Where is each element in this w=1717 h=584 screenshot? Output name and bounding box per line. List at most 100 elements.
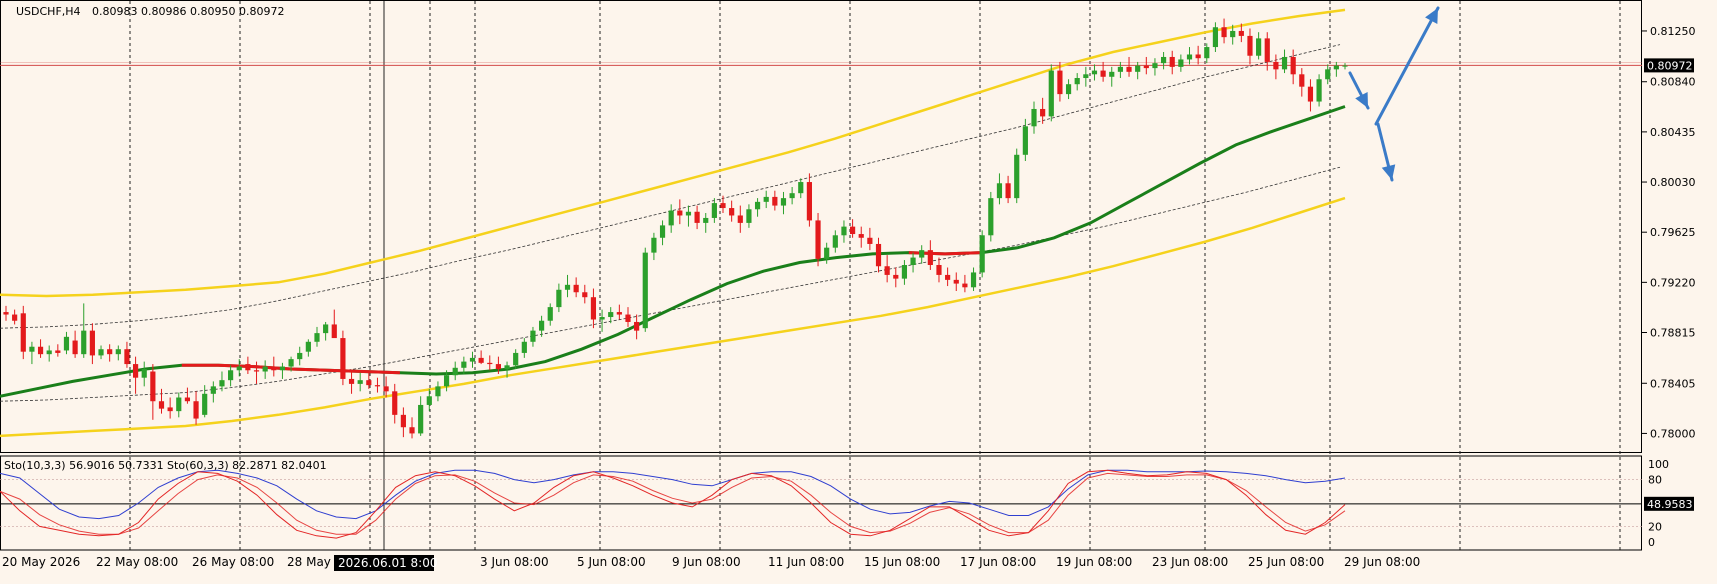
candle [29, 341, 35, 365]
stoch-label: Sto(10,3,3) 56.9016 50.7331 Sto(60,3,3) … [4, 459, 327, 472]
candle [184, 387, 191, 404]
candle-body [124, 349, 130, 365]
candle [37, 339, 44, 358]
price-tick-label: 0.80030 [1650, 176, 1696, 189]
candle-body [642, 252, 648, 329]
arrow-head [1381, 164, 1396, 180]
candle-body [228, 370, 234, 381]
candle [461, 356, 467, 374]
candle-body [806, 182, 812, 221]
candle [763, 190, 769, 209]
candle-body [513, 352, 519, 366]
candle-body [815, 220, 821, 259]
time-axis-label: 23 Jun 08:00 [1152, 555, 1228, 569]
candle [668, 204, 674, 233]
candle-body [253, 370, 260, 372]
candle-body [89, 330, 95, 356]
candle [288, 356, 294, 372]
candle [1212, 22, 1219, 53]
candle [271, 356, 277, 377]
stoch-tick-label: 0 [1648, 536, 1655, 549]
candle [875, 237, 882, 273]
candle-body [1057, 70, 1063, 95]
candle-body [20, 313, 26, 352]
candle-body [210, 386, 216, 394]
candle [806, 173, 812, 227]
candle-body [37, 346, 44, 355]
candle-body [469, 357, 476, 362]
candle-body [573, 284, 579, 293]
candle-body [1221, 27, 1227, 38]
candle-body [435, 386, 441, 397]
candle [703, 212, 709, 233]
candle-body [452, 367, 458, 376]
candle [711, 198, 717, 223]
candle-body [383, 386, 389, 392]
candle [469, 351, 476, 368]
candle-body [176, 397, 182, 412]
candle [3, 305, 9, 321]
candle [608, 307, 614, 324]
current-price-label: 0.80972 [1647, 59, 1693, 72]
candle-body [357, 380, 363, 384]
candle [228, 365, 234, 387]
candle [495, 356, 501, 374]
candle-body [55, 350, 61, 353]
candle [832, 230, 838, 253]
candle-body [348, 378, 355, 384]
candle-body [72, 340, 78, 355]
candle [720, 195, 726, 213]
candle [305, 339, 311, 357]
candle-body [720, 203, 726, 209]
candle [262, 360, 268, 379]
candle [20, 305, 26, 360]
candle-body [426, 396, 432, 405]
candle [1040, 97, 1046, 124]
candle-body [1238, 30, 1244, 36]
price-tick-label: 0.80840 [1650, 76, 1696, 89]
candle-body [1264, 38, 1270, 62]
candle [1247, 28, 1253, 65]
candle [1100, 61, 1106, 82]
candle-body [1281, 56, 1288, 70]
current-price-badge [1644, 58, 1694, 73]
candle-body [850, 226, 856, 235]
candle-body [564, 284, 571, 290]
candle [1152, 58, 1158, 76]
time-axis-label: 17 Jun 08:00 [960, 555, 1036, 569]
candle-body [1014, 154, 1020, 199]
candle-body [1022, 126, 1028, 155]
candle [141, 361, 147, 387]
candle-body [478, 357, 484, 363]
candle [12, 309, 18, 325]
candle [1126, 56, 1132, 77]
price-tick-label: 0.81250 [1650, 25, 1696, 38]
candle [1031, 101, 1037, 134]
candle-body [167, 407, 173, 412]
ohlc-label: 0.80983 0.80986 0.80950 0.80972 [92, 5, 284, 18]
candle-body [616, 312, 622, 315]
candle [590, 288, 597, 329]
lower-band [0, 196, 1346, 438]
candle [953, 272, 959, 292]
candle [694, 205, 700, 230]
candle [996, 173, 1003, 205]
candle-body [141, 369, 147, 378]
candle-body [875, 243, 882, 267]
price-tick-label: 0.79625 [1650, 226, 1696, 239]
candle-body [1178, 59, 1184, 67]
candle-body [1186, 54, 1193, 60]
candle [98, 345, 104, 360]
candle [685, 205, 692, 227]
candle-body [132, 364, 139, 378]
candle [1325, 64, 1331, 85]
candle-body [841, 226, 847, 236]
time-axis-label: 19 Jun 08:00 [1056, 555, 1132, 569]
time-axis-label: 9 Jun 08:00 [672, 555, 741, 569]
candle-body [996, 183, 1003, 199]
candle [81, 303, 87, 358]
candle [824, 242, 830, 264]
candle-body [1273, 61, 1279, 70]
